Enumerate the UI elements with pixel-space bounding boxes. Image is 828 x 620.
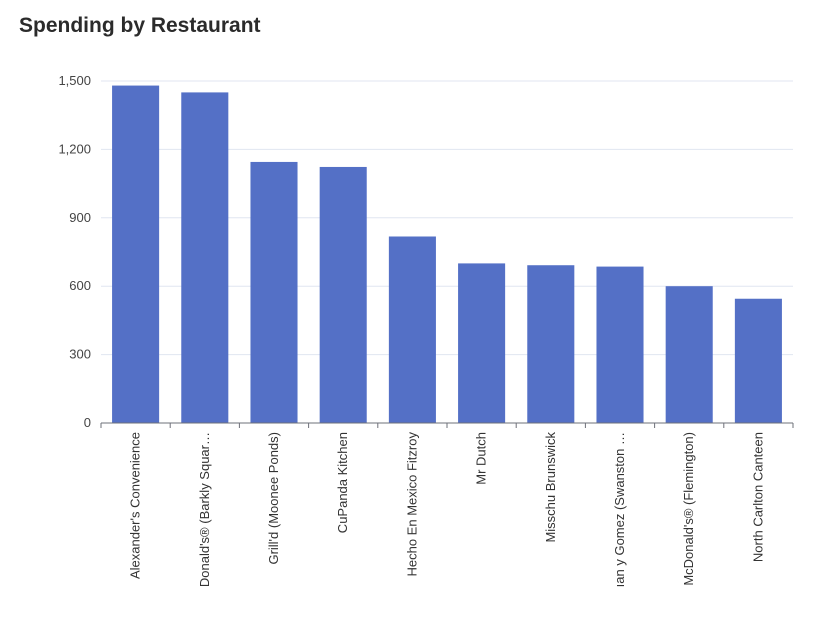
x-tick-label: Misschu Brunswick	[543, 432, 558, 543]
y-tick-label: 600	[69, 278, 91, 293]
x-tick-label: North Carlton Canteen	[750, 432, 765, 562]
y-tick-label: 1,200	[58, 141, 91, 156]
x-tick-label: Grill'd (Moonee Ponds)	[266, 432, 281, 565]
x-tick-label: ıan y Gomez (Swanston …	[612, 432, 627, 587]
bar[interactable]	[734, 298, 782, 423]
x-tick-label: Mr Dutch	[474, 432, 489, 485]
bar[interactable]	[319, 166, 367, 423]
x-tick-label: Hecho En Mexico Fitzroy	[404, 432, 419, 577]
y-axis-ticks: 0 300 600 900 1,200 1,500	[58, 73, 91, 430]
bars	[112, 85, 782, 424]
bar[interactable]	[388, 236, 436, 423]
x-tick-label: CuPanda Kitchen	[335, 432, 350, 533]
bar[interactable]	[458, 263, 506, 423]
bar[interactable]	[527, 265, 575, 423]
y-tick-label: 900	[69, 210, 91, 225]
y-tick-label: 0	[84, 415, 91, 430]
bar[interactable]	[112, 85, 160, 423]
bar[interactable]	[665, 286, 713, 423]
y-tick-label: 1,500	[58, 73, 91, 88]
bar[interactable]	[250, 161, 298, 423]
x-axis	[100, 422, 794, 428]
chart-title: Spending by Restaurant	[19, 14, 261, 37]
y-tick-label: 300	[69, 347, 91, 362]
bar[interactable]	[596, 266, 644, 423]
bar[interactable]	[181, 92, 229, 424]
x-tick-label: McDonald's® (Flemington)	[681, 432, 696, 586]
x-axis-ticks: Alexander's Convenience Donald's® (Barkly…	[128, 432, 766, 588]
x-tick-label: Donald's® (Barkly Squar…	[197, 432, 212, 587]
x-tick-label: Alexander's Convenience	[128, 432, 143, 579]
